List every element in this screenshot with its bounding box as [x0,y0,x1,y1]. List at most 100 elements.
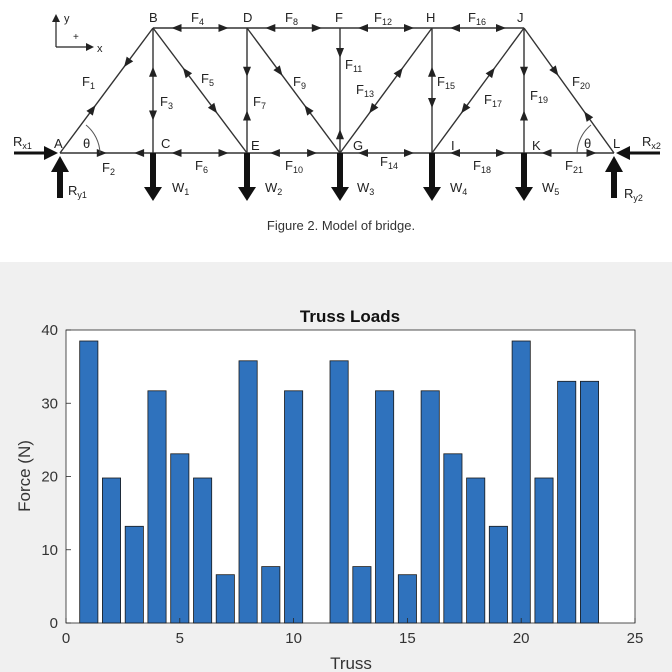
bar [102,477,122,624]
y-tick-label: 10 [41,542,58,559]
load-arrowhead [423,187,441,201]
y-axis-ticks: 0 10 20 30 40 [41,322,71,632]
member-label-f5: F5 [201,71,214,88]
bar [397,574,417,624]
node-label-c: C [161,136,170,151]
truss-members [59,27,615,154]
member-arrowhead [304,105,314,116]
member-label-f19: F19 [530,88,548,105]
x-tick-label: 15 [399,630,416,647]
member-arrowhead [586,149,597,157]
y-tick-label: 0 [50,615,58,632]
bar-series [79,340,600,624]
bar [261,566,281,624]
member-label-f18: F18 [473,158,491,175]
member-arrowhead [243,66,251,77]
bar [375,390,395,624]
member-label-f7: F7 [253,94,266,111]
axis-plus-label: + [73,32,79,43]
bar [534,477,554,624]
x-tick-label: 20 [513,630,530,647]
member-arrows [86,24,597,157]
y-tick-label: 20 [41,469,58,486]
node-label-g: G [353,138,363,153]
member-arrowhead [485,67,495,79]
member-arrowhead [149,110,157,121]
node-label-a: A [54,136,63,151]
member-label-f13: F13 [356,82,374,99]
bar [238,360,258,624]
reaction-label-rx2: Rx2 [642,134,661,151]
separator-band [0,262,672,272]
node-label-e: E [251,138,260,153]
member-arrowhead [243,110,251,121]
load-labels: W1 W2 W3 W4 W5 [172,180,559,197]
member-arrowhead [307,149,318,157]
reaction-label-rx1: Rx1 [13,134,32,151]
axis-x-label: x [97,43,103,55]
member-label-f17: F17 [484,92,502,109]
member-labels: F1 F2 F3 F4 F5 F6 F7 F8 F9 F10 F11 F12 F… [82,10,590,177]
figure-caption: Figure 2. Model of bridge. [267,218,415,233]
load-label-w4: W4 [450,180,467,197]
bar [215,574,235,624]
member-arrowhead [404,149,414,157]
bar [193,477,213,624]
angle-label-right: θ [584,136,591,151]
node-label-l: L [613,136,620,151]
member-label-f10: F10 [285,158,303,175]
member-line [339,27,433,154]
member-arrowhead [171,149,182,157]
node-label-d: D [243,10,252,25]
x-tick-label: 25 [627,630,644,647]
bar [511,340,531,624]
x-tick-label: 0 [62,630,70,647]
truss-loads-chart: Truss Loads 0 5 10 15 20 25 0 10 20 30 40 Truss F… [15,307,643,672]
bar [580,380,600,624]
node-label-f: F [335,10,343,25]
member-label-f14: F14 [380,154,398,171]
member-label-f4: F4 [191,10,204,27]
member-arrowhead [369,102,379,114]
bar [557,380,577,624]
member-arrowhead [496,24,506,32]
axes-icon: y x + [52,13,103,55]
load-arrowhead [331,187,349,201]
load-arrowhead [144,187,162,201]
bar [488,525,508,624]
member-arrowhead [520,66,528,77]
y-axis-label: Force (N) [15,440,34,512]
angle-arc-right [576,124,592,154]
reaction-label-ry1: Ry1 [68,183,87,200]
member-arrowhead [358,24,368,32]
member-arrowhead [520,110,528,121]
node-label-h: H [426,10,435,25]
x-tick-label: 5 [176,630,184,647]
member-label-f9: F9 [293,74,306,91]
bar [352,566,372,624]
load-label-w2: W2 [265,180,282,197]
member-arrowhead [269,149,280,157]
member-label-f16: F16 [468,10,486,27]
angle-label-left: θ [83,136,90,151]
member-label-f1: F1 [82,74,95,91]
member-line [431,27,525,154]
bridge-diagram: y x + θ θ A B C D E F G H I J K L F1 F2 … [13,10,661,233]
member-arrowhead [311,24,322,32]
member-arrowhead [218,24,229,32]
member-arrowhead [86,105,96,116]
x-axis-label: Truss [330,654,372,672]
axis-y-label: y [64,13,70,25]
bar [466,477,486,624]
member-arrowhead [393,67,403,79]
member-arrowhead [584,111,594,122]
bar [170,453,190,624]
member-arrowhead [336,48,344,58]
member-arrowhead [428,66,436,77]
bar [420,390,440,624]
member-label-f12: F12 [374,10,392,27]
load-arrowhead [515,187,533,201]
member-arrowhead [428,98,436,108]
angle-arc-left [85,124,101,154]
member-arrowhead [134,149,145,157]
